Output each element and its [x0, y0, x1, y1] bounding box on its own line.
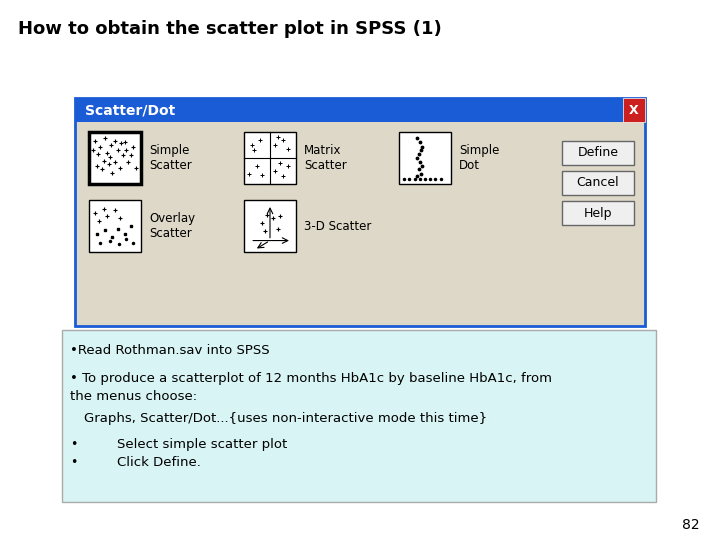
Text: •: •	[70, 456, 77, 469]
Text: Simple
Dot: Simple Dot	[459, 144, 500, 172]
Text: 82: 82	[683, 518, 700, 532]
Text: • To produce a scatterplot of 12 months HbA1c by baseline HbA1c, from: • To produce a scatterplot of 12 months …	[70, 372, 552, 385]
FancyBboxPatch shape	[562, 141, 634, 165]
Bar	[244, 132, 296, 184]
Text: •Read Rothman.sav into SPSS: •Read Rothman.sav into SPSS	[70, 344, 269, 357]
Text: X: X	[629, 104, 639, 117]
Text: Click Define.: Click Define.	[117, 456, 201, 469]
Bar	[75, 98, 645, 326]
Bar	[244, 200, 296, 252]
Text: Define: Define	[577, 146, 618, 159]
Text: Help: Help	[584, 206, 612, 219]
Text: •: •	[70, 438, 77, 451]
Bar	[89, 200, 141, 252]
Text: How to obtain the scatter plot in SPSS (1): How to obtain the scatter plot in SPSS (…	[18, 20, 442, 38]
Text: 3-D Scatter: 3-D Scatter	[304, 219, 372, 233]
Text: Matrix
Scatter: Matrix Scatter	[304, 144, 347, 172]
Bar	[623, 98, 645, 122]
Text: the menus choose:: the menus choose:	[70, 390, 197, 403]
FancyBboxPatch shape	[562, 171, 634, 195]
Text: Select simple scatter plot: Select simple scatter plot	[117, 438, 287, 451]
Text: Cancel: Cancel	[577, 177, 619, 190]
FancyBboxPatch shape	[562, 201, 634, 225]
Bar	[399, 132, 451, 184]
Text: Scatter/Dot: Scatter/Dot	[85, 103, 175, 117]
Bar	[89, 132, 141, 184]
Bar	[62, 330, 656, 502]
Text: Overlay
Scatter: Overlay Scatter	[149, 212, 195, 240]
Bar	[75, 98, 645, 122]
Text: Graphs, Scatter/Dot...{uses non-interactive mode this time}: Graphs, Scatter/Dot...{uses non-interact…	[84, 412, 487, 425]
Text: Simple
Scatter: Simple Scatter	[149, 144, 192, 172]
